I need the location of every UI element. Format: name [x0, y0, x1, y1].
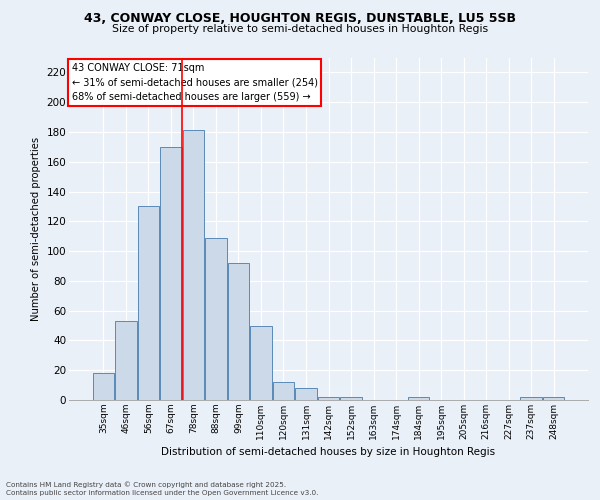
Bar	[205, 238, 227, 400]
Text: Contains HM Land Registry data © Crown copyright and database right 2025.: Contains HM Land Registry data © Crown c…	[6, 481, 286, 488]
Bar	[295, 388, 317, 400]
Bar	[137, 206, 159, 400]
Bar	[520, 397, 542, 400]
Bar	[115, 321, 137, 400]
X-axis label: Distribution of semi-detached houses by size in Houghton Regis: Distribution of semi-detached houses by …	[161, 448, 496, 458]
Bar	[92, 373, 114, 400]
Bar	[273, 382, 294, 400]
Bar	[543, 397, 565, 400]
Bar	[250, 326, 272, 400]
Text: Size of property relative to semi-detached houses in Houghton Regis: Size of property relative to semi-detach…	[112, 24, 488, 34]
Bar	[160, 147, 182, 400]
Bar	[408, 397, 429, 400]
Bar	[182, 130, 204, 400]
Text: 43 CONWAY CLOSE: 71sqm
← 31% of semi-detached houses are smaller (254)
68% of se: 43 CONWAY CLOSE: 71sqm ← 31% of semi-det…	[71, 62, 317, 102]
Bar	[318, 397, 339, 400]
Bar	[228, 263, 249, 400]
Text: Contains public sector information licensed under the Open Government Licence v3: Contains public sector information licen…	[6, 490, 319, 496]
Text: 43, CONWAY CLOSE, HOUGHTON REGIS, DUNSTABLE, LU5 5SB: 43, CONWAY CLOSE, HOUGHTON REGIS, DUNSTA…	[84, 12, 516, 26]
Y-axis label: Number of semi-detached properties: Number of semi-detached properties	[31, 136, 41, 321]
Bar	[340, 397, 362, 400]
